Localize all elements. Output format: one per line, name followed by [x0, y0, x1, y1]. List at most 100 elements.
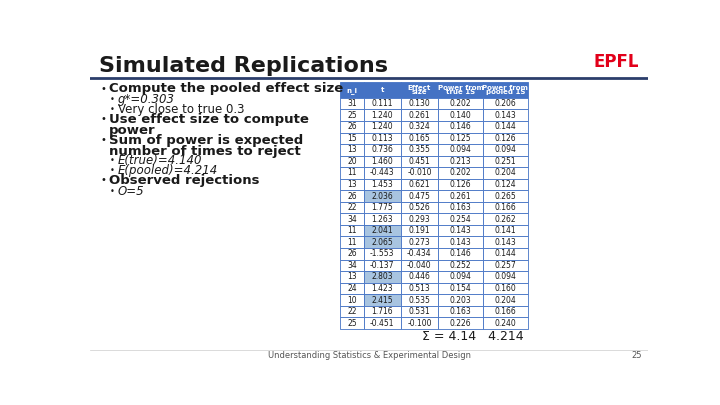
Text: 20: 20 [347, 157, 357, 166]
Bar [483, 318, 528, 329]
Bar [438, 248, 483, 260]
Bar [364, 202, 401, 213]
Text: 15: 15 [347, 134, 357, 143]
Text: 0.126: 0.126 [449, 180, 472, 189]
Bar [364, 179, 401, 190]
Bar [341, 132, 364, 144]
Bar [483, 121, 528, 132]
Text: 0.126: 0.126 [495, 134, 516, 143]
Text: EPFL: EPFL [593, 53, 639, 71]
Text: -0.137: -0.137 [370, 261, 395, 270]
Bar [401, 167, 438, 179]
Text: 0.535: 0.535 [408, 296, 431, 305]
Bar [401, 109, 438, 121]
Bar [483, 237, 528, 248]
Bar [438, 83, 483, 98]
Bar [438, 213, 483, 225]
Text: 13: 13 [347, 180, 357, 189]
Text: 34: 34 [347, 215, 357, 224]
Text: 11: 11 [347, 168, 356, 177]
Text: O=5: O=5 [118, 185, 145, 198]
Text: •: • [110, 166, 115, 175]
Text: 34: 34 [347, 261, 357, 270]
Bar [483, 144, 528, 156]
Bar [438, 190, 483, 202]
Bar [341, 260, 364, 271]
Text: 0.240: 0.240 [495, 319, 516, 328]
Text: 26: 26 [347, 122, 357, 131]
Text: 0.526: 0.526 [408, 203, 431, 212]
Text: 0.113: 0.113 [372, 134, 393, 143]
Text: Simulated Replications: Simulated Replications [99, 55, 388, 76]
Bar [483, 179, 528, 190]
Bar [341, 190, 364, 202]
Bar [341, 144, 364, 156]
Text: -0.010: -0.010 [407, 168, 431, 177]
Text: 0.262: 0.262 [495, 215, 516, 224]
Bar [364, 237, 401, 248]
Bar [483, 98, 528, 109]
Bar [364, 83, 401, 98]
Bar [401, 318, 438, 329]
Text: n_i: n_i [346, 87, 357, 94]
Text: 0.140: 0.140 [449, 111, 472, 120]
Bar [364, 213, 401, 225]
Text: 0.163: 0.163 [449, 307, 472, 316]
Text: -0.451: -0.451 [370, 319, 395, 328]
Text: 0.513: 0.513 [408, 284, 431, 293]
Text: 2.415: 2.415 [372, 296, 393, 305]
Text: 25: 25 [631, 351, 642, 360]
Text: 0.257: 0.257 [495, 261, 516, 270]
Bar [364, 156, 401, 167]
Text: -0.100: -0.100 [407, 319, 431, 328]
Bar [438, 318, 483, 329]
Bar [364, 98, 401, 109]
Bar [341, 121, 364, 132]
Text: 0.273: 0.273 [408, 238, 431, 247]
Text: 0.160: 0.160 [495, 284, 516, 293]
Text: 25: 25 [347, 111, 357, 120]
Text: 0.094: 0.094 [495, 273, 516, 281]
Text: 2.041: 2.041 [372, 226, 393, 235]
Text: Compute the pooled effect size: Compute the pooled effect size [109, 82, 343, 95]
Bar [438, 121, 483, 132]
Text: 1.263: 1.263 [372, 215, 393, 224]
Text: •: • [101, 84, 107, 94]
Text: 2.803: 2.803 [372, 273, 393, 281]
Bar [364, 225, 401, 237]
Text: 1.240: 1.240 [372, 122, 393, 131]
Text: Power from: Power from [482, 85, 528, 91]
Text: 31: 31 [347, 99, 357, 108]
Text: 1.240: 1.240 [372, 111, 393, 120]
Text: •: • [101, 135, 107, 145]
Bar [364, 260, 401, 271]
Text: 24: 24 [347, 284, 357, 293]
Text: 0.204: 0.204 [495, 296, 516, 305]
Text: Effect: Effect [408, 85, 431, 91]
Text: -0.040: -0.040 [407, 261, 432, 270]
Bar [438, 167, 483, 179]
Text: E(true)=4.140: E(true)=4.140 [118, 154, 202, 167]
Text: Understanding Statistics & Experimental Design: Understanding Statistics & Experimental … [268, 351, 470, 360]
Bar [341, 109, 364, 121]
Bar [341, 98, 364, 109]
Bar [438, 294, 483, 306]
Text: 1.453: 1.453 [372, 180, 393, 189]
Bar [483, 202, 528, 213]
Bar [401, 98, 438, 109]
Bar [364, 167, 401, 179]
Text: 0.124: 0.124 [495, 180, 516, 189]
Bar [401, 179, 438, 190]
Text: Power from: Power from [438, 85, 483, 91]
Text: 0.191: 0.191 [408, 226, 430, 235]
Text: 0.226: 0.226 [449, 319, 472, 328]
Text: power: power [109, 124, 156, 137]
Text: 0.125: 0.125 [449, 134, 472, 143]
Bar [401, 190, 438, 202]
Bar [483, 167, 528, 179]
Bar [483, 190, 528, 202]
Text: 1.423: 1.423 [372, 284, 393, 293]
Text: •: • [101, 175, 107, 185]
Bar [438, 306, 483, 318]
Bar [483, 294, 528, 306]
